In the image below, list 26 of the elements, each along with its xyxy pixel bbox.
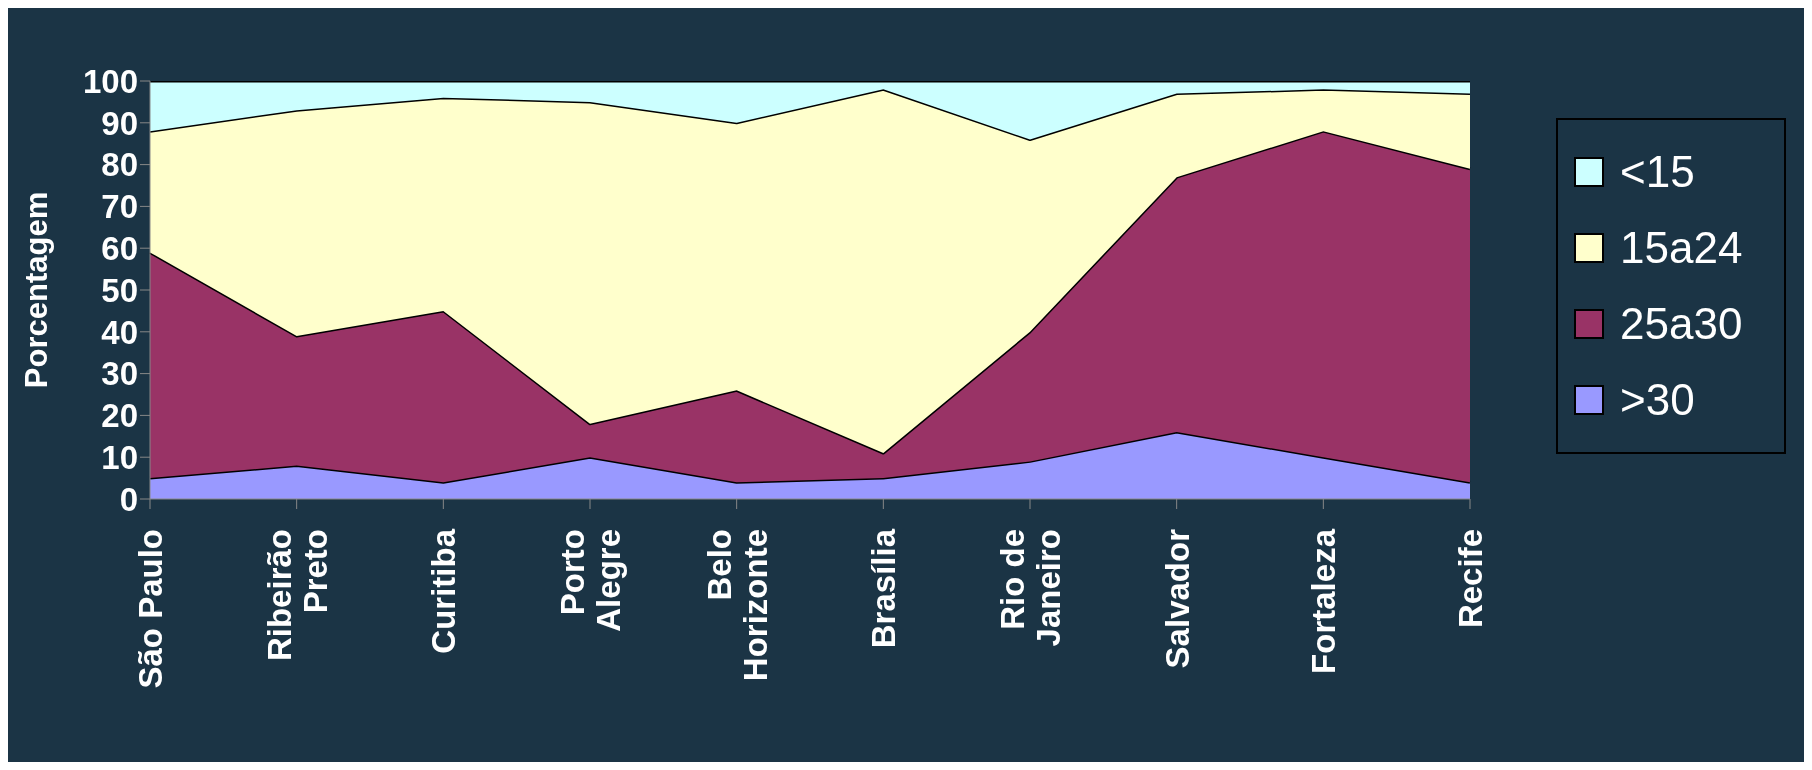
legend-label: 25a30 [1620, 299, 1743, 349]
x-tick-label: Porto Alegre [554, 529, 627, 632]
y-tick-label: 40 [101, 313, 138, 351]
y-tick-label: 60 [101, 229, 138, 267]
y-tick-label: 50 [101, 271, 138, 309]
y-axis-title: Porcentagem [19, 191, 55, 389]
x-tick-label: Belo Horizonte [700, 529, 774, 682]
y-tick-label: 80 [101, 146, 138, 184]
y-tick-label: 10 [101, 438, 138, 476]
x-tick-label: Curitiba [425, 528, 463, 654]
x-tick-label: Brasília [865, 528, 903, 649]
x-tick-label: São Paulo [132, 529, 169, 689]
x-tick-label: Fortaleza [1305, 528, 1343, 674]
x-tick-label: Ribeirão Preto [260, 529, 334, 662]
y-tick-label: 30 [101, 355, 138, 393]
x-tick-label: Rio de Janeiro [994, 529, 1067, 647]
x-tick-label: Salvador [1158, 528, 1196, 669]
y-tick-label: 70 [101, 188, 138, 226]
x-tick-label: Recife [1452, 529, 1489, 629]
y-tick-label: 0 [119, 480, 138, 518]
legend-label: 15a24 [1620, 223, 1743, 273]
y-tick-label: 20 [101, 397, 138, 435]
legend-label: <15 [1620, 147, 1695, 197]
y-tick-label: 100 [82, 62, 138, 100]
y-tick-label: 90 [101, 104, 138, 142]
legend-label: >30 [1620, 375, 1695, 425]
